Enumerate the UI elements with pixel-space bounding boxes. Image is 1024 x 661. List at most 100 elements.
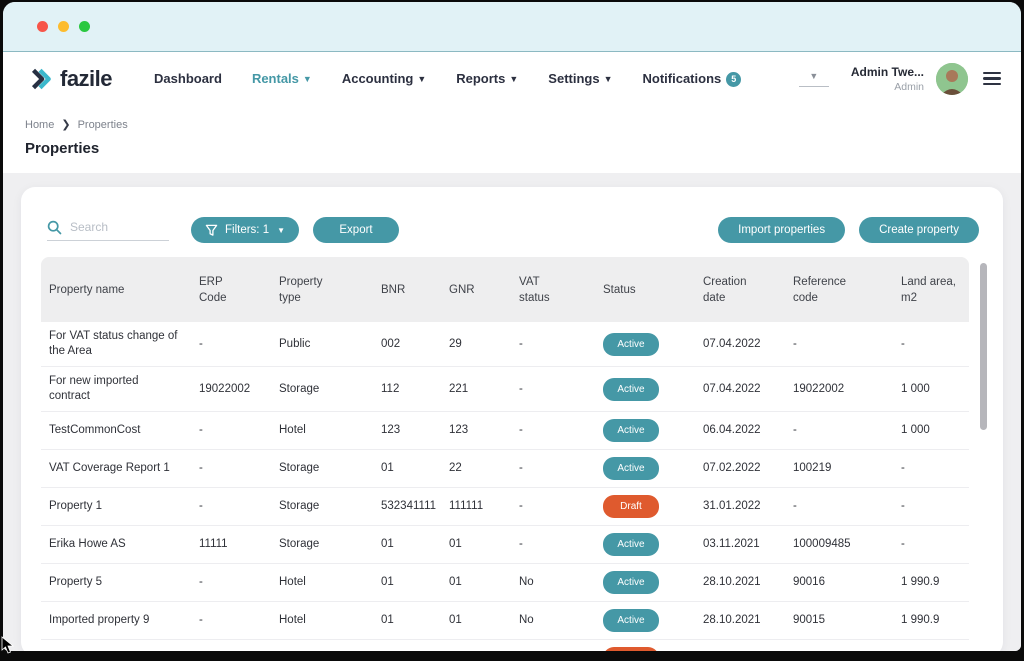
status-badge: Active xyxy=(603,571,659,594)
table-row[interactable]: Property 1 - Storage 532341111 111111 - … xyxy=(41,487,969,525)
user-name: Admin Twe... xyxy=(850,64,924,79)
column-header-property-name[interactable]: Property name xyxy=(49,283,125,296)
cell-creation-date: 07.04.2022 xyxy=(703,382,761,395)
nav-item-accounting[interactable]: Accounting ▼ xyxy=(341,71,427,86)
cell-vat-status: No xyxy=(519,576,534,588)
cell-creation-date: 31.01.2022 xyxy=(703,500,761,512)
cell-property-type: Hotel xyxy=(279,614,306,626)
cell-erp-code: - xyxy=(199,614,203,626)
avatar[interactable] xyxy=(936,62,968,95)
cell-creation-date: 07.02.2022 xyxy=(703,462,761,474)
cell-gnr: 111111 xyxy=(449,500,484,512)
notifications-count-badge: 5 xyxy=(726,71,742,87)
column-header-land-area[interactable]: Land area, m2 xyxy=(901,275,956,304)
create-property-button[interactable]: Create property xyxy=(859,217,979,243)
menu-icon[interactable] xyxy=(983,69,1001,89)
status-badge: Active xyxy=(603,332,659,356)
column-header-reference-code[interactable]: Reference code xyxy=(793,275,847,304)
nav-item-rentals[interactable]: Rentals ▼ xyxy=(251,71,312,86)
cell-vat-status: - xyxy=(519,337,523,350)
cell-bnr: 112 xyxy=(381,382,400,395)
cell-vat-status: - xyxy=(511,644,595,651)
properties-table: Property name ERP Code Property type BNR… xyxy=(41,257,969,651)
cell-erp-code: - xyxy=(199,500,203,512)
cell-bnr: 01 xyxy=(381,538,394,550)
column-header-vat-status[interactable]: VAT status xyxy=(519,275,550,304)
cell-bnr: 945 xyxy=(373,644,441,651)
main-content: Filters: 1 ▼ Export Import properties Cr… xyxy=(3,173,1021,651)
cell-land-area: - xyxy=(893,644,969,651)
cell-land-area: - xyxy=(901,337,905,350)
cell-erp-code: - xyxy=(199,462,203,474)
column-header-status[interactable]: Status xyxy=(603,283,636,296)
fazile-logo-icon xyxy=(27,66,53,92)
table-row[interactable]: Erika Howe AS 11111 Storage 01 01 - Acti… xyxy=(41,525,969,563)
cell-gnr: 123 xyxy=(449,424,469,436)
table-row[interactable]: For new imported contract 19022002 Stora… xyxy=(41,366,969,411)
filters-button[interactable]: Filters: 1 ▼ xyxy=(191,217,300,243)
table-row[interactable]: Winifred McClure AS - Storage 945 194 - … xyxy=(41,639,969,651)
properties-card: Filters: 1 ▼ Export Import properties Cr… xyxy=(21,187,1003,651)
cell-property-name: Property 5 xyxy=(49,576,103,588)
column-header-creation-date[interactable]: Creation date xyxy=(703,275,747,304)
table-row[interactable]: TestCommonCost - Hotel 123 123 - Active … xyxy=(41,411,969,449)
cell-bnr: 123 xyxy=(381,424,401,436)
column-header-gnr[interactable]: GNR xyxy=(449,283,475,296)
status-badge: Active xyxy=(603,457,659,480)
table-row[interactable]: VAT Coverage Report 1 - Storage 01 22 - … xyxy=(41,449,969,487)
table-row[interactable]: For VAT status change of the Area - Publ… xyxy=(41,322,969,366)
table-body: For VAT status change of the Area - Publ… xyxy=(41,322,969,651)
cell-land-area: 1 990.9 xyxy=(901,576,940,588)
cell-vat-status: - xyxy=(519,462,523,474)
cell-creation-date: 03.11.2021 xyxy=(703,538,760,550)
nav-item-notifications[interactable]: Notifications 5 xyxy=(643,71,742,87)
nav-item-reports[interactable]: Reports ▼ xyxy=(456,71,519,86)
nav-item-settings[interactable]: Settings ▼ xyxy=(548,71,613,86)
table-row[interactable]: Property 5 - Hotel 01 01 No Active 28.10… xyxy=(41,563,969,601)
cell-vat-status: - xyxy=(519,500,523,512)
column-header-bnr[interactable]: BNR xyxy=(381,283,406,296)
chevron-right-icon: ❯ xyxy=(61,119,71,131)
cell-bnr: 01 xyxy=(381,614,394,626)
cell-vat-status: - xyxy=(519,382,523,395)
breadcrumb: Home ❯ Properties xyxy=(25,118,999,132)
cell-property-type: Hotel xyxy=(279,424,306,436)
cell-erp-code: - xyxy=(191,644,271,651)
vertical-scrollbar[interactable] xyxy=(980,263,987,430)
status-badge: Active xyxy=(603,609,659,632)
filter-icon xyxy=(205,224,218,237)
search-icon xyxy=(47,220,62,235)
column-header-erp-code[interactable]: ERP Code xyxy=(199,275,227,304)
nav-item-dashboard[interactable]: Dashboard xyxy=(154,71,222,86)
maximize-window-button[interactable] xyxy=(79,21,90,32)
fazile-logo[interactable]: fazile xyxy=(27,65,113,92)
cell-property-name: Erika Howe AS xyxy=(49,538,126,550)
cell-land-area: 1 000 xyxy=(901,382,930,395)
cell-creation-date: 28.10.2021 xyxy=(703,614,761,626)
cell-land-area: 1 000 xyxy=(901,424,930,436)
language-select[interactable]: ▼ xyxy=(798,71,829,87)
minimize-window-button[interactable] xyxy=(58,21,69,32)
cell-gnr: 01 xyxy=(449,576,462,588)
cell-reference-code: - xyxy=(793,500,797,512)
import-properties-button[interactable]: Import properties xyxy=(718,217,846,243)
chevron-down-icon: ▼ xyxy=(277,225,286,235)
column-header-property-type[interactable]: Property type xyxy=(279,275,323,304)
cell-gnr: 01 xyxy=(449,614,462,626)
cell-reference-code: 90016 xyxy=(793,576,825,588)
cell-reference-code: 90015 xyxy=(793,614,825,626)
cell-property-name: Imported property 9 xyxy=(49,614,150,626)
breadcrumb-current: Properties xyxy=(77,118,128,131)
search-input[interactable] xyxy=(70,220,162,234)
close-window-button[interactable] xyxy=(37,21,48,32)
cell-property-type: Storage xyxy=(279,462,320,474)
logo-wordmark: fazile xyxy=(60,65,113,91)
export-button[interactable]: Export xyxy=(313,217,400,243)
page-title: Properties xyxy=(25,140,100,157)
breadcrumb-home[interactable]: Home xyxy=(25,118,55,131)
user-info[interactable]: Admin Twe... Admin xyxy=(851,65,924,93)
cell-bnr: 002 xyxy=(381,337,401,350)
cell-creation-date: 06.04.2022 xyxy=(703,424,761,436)
table-row[interactable]: Imported property 9 - Hotel 01 01 No Act… xyxy=(41,601,969,639)
